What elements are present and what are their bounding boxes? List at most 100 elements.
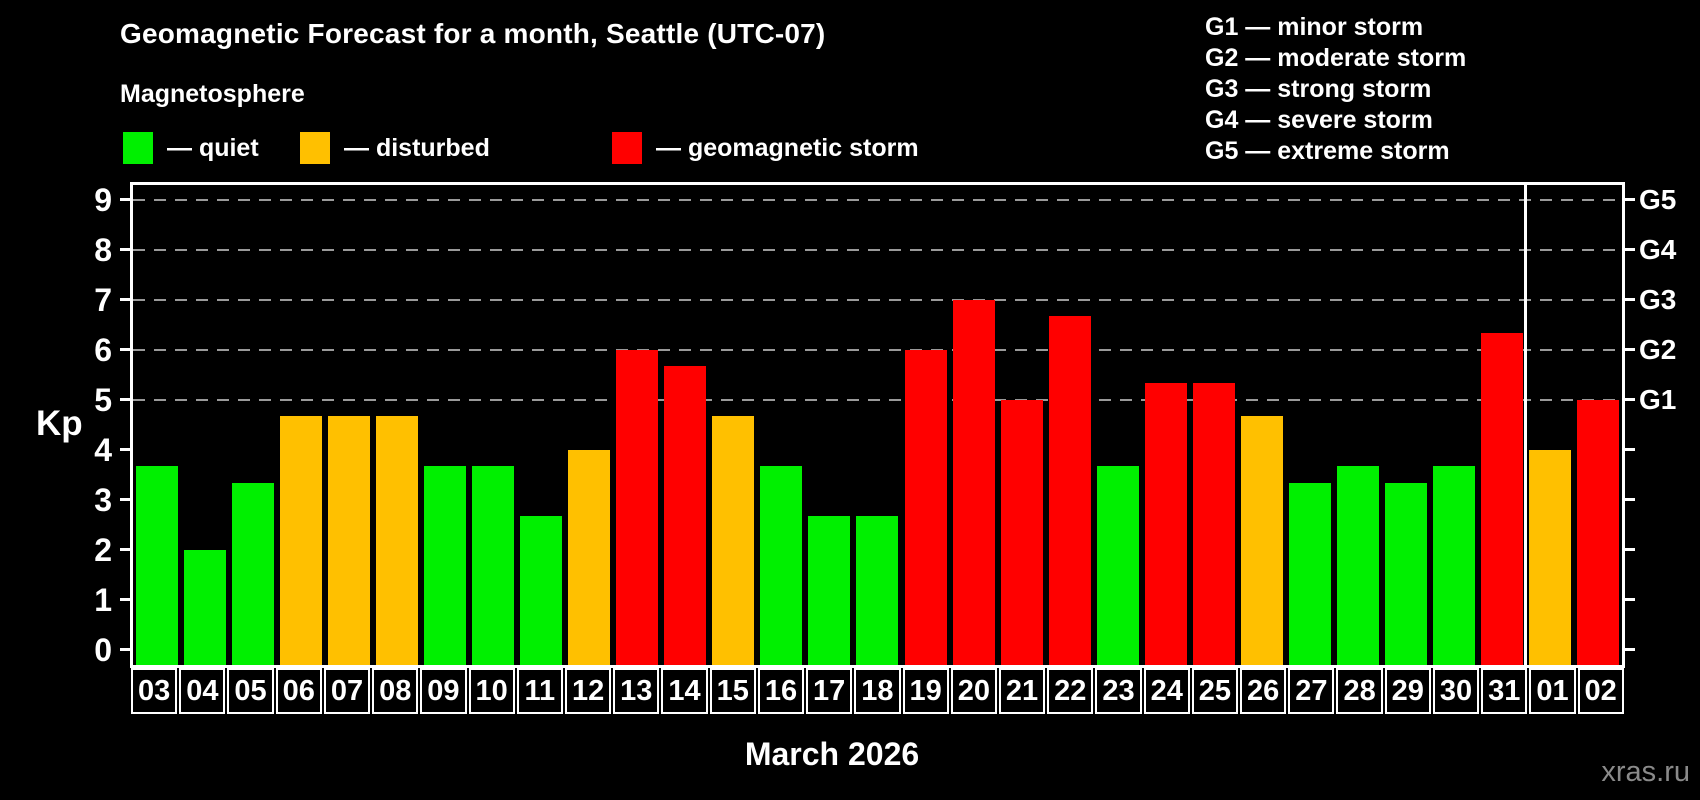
kp-bar-day-29 <box>1384 483 1427 665</box>
day-label-02: 02 <box>1577 668 1624 714</box>
bar-slot <box>1046 185 1094 665</box>
quiet-color-swatch <box>123 132 153 164</box>
y-tick-label: 8 <box>94 232 112 268</box>
legend-item-disturbed: — disturbed <box>300 130 490 166</box>
chart-subtitle: Magnetosphere <box>120 80 305 108</box>
y-tick-label: 7 <box>94 282 112 318</box>
kp-bar-day-06 <box>280 416 323 665</box>
day-label-10: 10 <box>468 668 515 714</box>
y-axis-tick-right <box>1625 548 1635 551</box>
grid-line-kp8 <box>133 249 1622 251</box>
day-label-21: 21 <box>998 668 1046 714</box>
day-label-16: 16 <box>757 668 805 714</box>
g-scale-label-g5: G5 <box>1639 184 1677 215</box>
g-legend-line-g5: G5 — extreme storm <box>1205 137 1450 165</box>
kp-bar-day-20 <box>952 300 995 665</box>
legend-label-disturbed: — disturbed <box>344 133 490 162</box>
bar-slot <box>998 185 1046 665</box>
y-axis-tick-right <box>1625 648 1635 651</box>
day-label-13: 13 <box>613 668 660 714</box>
g-legend-line-g2: G2 — moderate storm <box>1205 44 1467 72</box>
day-label-14: 14 <box>661 668 708 714</box>
kp-bar-day-16 <box>760 466 803 665</box>
g-scale-label-g1: G1 <box>1639 384 1677 415</box>
y-axis-tick-right <box>1625 598 1635 601</box>
day-label-08: 08 <box>372 668 419 714</box>
y-axis-tick-right <box>1625 498 1635 501</box>
day-label-31: 31 <box>1481 668 1528 714</box>
y-axis-tick-left <box>120 598 130 601</box>
kp-bar-day-03 <box>136 466 179 665</box>
y-axis-tick-left <box>120 248 130 251</box>
day-label-24: 24 <box>1143 668 1190 714</box>
legend-label-storm: — geomagnetic storm <box>656 133 919 162</box>
day-label-23: 23 <box>1095 668 1142 714</box>
y-tick-label: 3 <box>94 482 112 518</box>
y-tick-label: 2 <box>94 532 112 568</box>
y-axis-tick-left <box>120 398 130 401</box>
y-axis-tick-right <box>1625 298 1635 301</box>
bar-slot <box>517 185 565 665</box>
y-axis-tick-right <box>1625 448 1635 451</box>
y-axis-tick-left <box>120 198 130 201</box>
month-separator-line <box>1524 185 1527 665</box>
kp-bar-day-19 <box>904 350 947 665</box>
bar-slot <box>469 185 517 665</box>
kp-bar-day-02 <box>1576 400 1619 665</box>
bar-slot <box>1142 185 1190 665</box>
bar-slot <box>277 185 325 665</box>
bar-slot <box>902 185 950 665</box>
day-label-19: 19 <box>902 668 949 714</box>
kp-bar-day-23 <box>1096 466 1139 665</box>
y-tick-label: 1 <box>94 582 112 618</box>
day-label-22: 22 <box>1047 668 1094 714</box>
kp-bar-day-07 <box>328 416 371 665</box>
g-legend-line-g4: G4 — severe storm <box>1205 106 1433 134</box>
bar-slot <box>1190 185 1238 665</box>
g-scale-label-g3: G3 <box>1639 284 1677 315</box>
kp-bar-day-01 <box>1528 450 1571 665</box>
x-axis-month-label: March 2026 <box>744 736 920 772</box>
g-legend-line-g1: G1 — minor storm <box>1205 13 1424 41</box>
day-label-03: 03 <box>131 668 178 714</box>
kp-bar-day-13 <box>616 350 659 665</box>
day-label-01: 01 <box>1529 668 1576 714</box>
bar-slot <box>950 185 998 665</box>
bar-slot <box>565 185 613 665</box>
g-scale-label-g2: G2 <box>1639 334 1677 365</box>
y-tick-label: 4 <box>94 432 112 468</box>
kp-bar-day-17 <box>808 516 851 665</box>
storm-color-swatch <box>612 132 642 164</box>
kp-bar-day-25 <box>1192 383 1235 665</box>
bar-slot <box>1526 185 1574 665</box>
bar-slot <box>325 185 373 665</box>
kp-bar-day-09 <box>424 466 467 665</box>
y-tick-label: 5 <box>94 382 112 418</box>
kp-bar-day-14 <box>664 366 707 665</box>
y-axis-tick-left <box>120 448 130 451</box>
bar-slot <box>757 185 805 665</box>
day-label-26: 26 <box>1240 668 1287 714</box>
day-label-30: 30 <box>1432 668 1480 714</box>
day-label-06: 06 <box>275 668 322 714</box>
bar-slot <box>1286 185 1334 665</box>
bar-slot <box>229 185 277 665</box>
kp-bar-day-12 <box>568 450 611 665</box>
y-axis-tick-left <box>120 348 130 351</box>
day-label-18: 18 <box>854 668 901 714</box>
day-label-25: 25 <box>1191 668 1239 714</box>
bars-container <box>133 185 1622 665</box>
grid-line-kp6 <box>133 349 1622 351</box>
day-label-05: 05 <box>227 668 274 714</box>
bar-slot <box>661 185 709 665</box>
kp-bar-day-08 <box>376 416 419 665</box>
bar-slot <box>1094 185 1142 665</box>
day-label-27: 27 <box>1288 668 1335 714</box>
y-axis-tick-right <box>1625 398 1635 401</box>
day-label-12: 12 <box>564 668 612 714</box>
day-label-11: 11 <box>516 668 563 714</box>
g-legend-line-g3: G3 — strong storm <box>1205 75 1432 103</box>
day-label-28: 28 <box>1336 668 1383 714</box>
day-label-17: 17 <box>806 668 853 714</box>
